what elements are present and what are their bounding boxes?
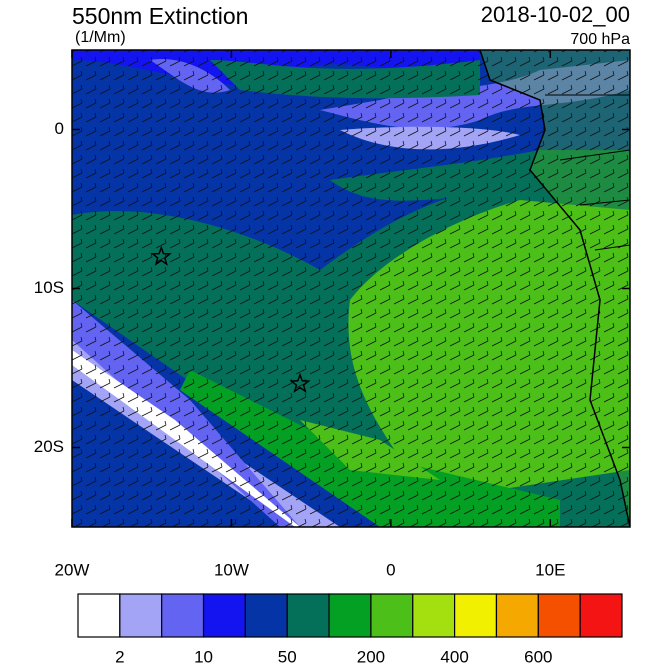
colorbar-box (454, 593, 498, 638)
colorbar-box (370, 593, 414, 638)
colorbar-label: 600 (524, 647, 552, 666)
level: 700 hPa (570, 31, 630, 48)
colorbar-box (119, 593, 163, 638)
colorbar-label: 400 (440, 647, 468, 666)
colorbar-box (286, 593, 330, 638)
colorbar-box (244, 593, 288, 638)
y-tick-label: 10S (34, 278, 64, 297)
map-field (72, 50, 630, 527)
units: (1/Mm) (75, 29, 126, 46)
x-tick-label: 20W (55, 560, 90, 579)
site-marker (289, 372, 311, 393)
colorbar-label: 2 (115, 647, 124, 666)
colorbar-box (77, 593, 121, 638)
colorbar-box (495, 593, 539, 638)
colorbar-box (537, 593, 581, 638)
date: 2018-10-02_00 (481, 2, 630, 27)
site-marker (150, 245, 172, 266)
colorbar-label: 200 (357, 647, 385, 666)
colorbar-label: 50 (278, 647, 297, 666)
x-tick-label: 10E (535, 560, 565, 579)
y-tick-label: 20S (34, 437, 64, 456)
colorbar-box (328, 593, 372, 638)
y-tick-label: 0 (55, 119, 64, 138)
colorbar-box (579, 593, 623, 638)
x-tick-label: 0 (386, 560, 395, 579)
colorbar-label: 10 (194, 647, 213, 666)
title: 550nm Extinction (72, 3, 248, 29)
colorbar-box (202, 593, 246, 638)
colorbar-box (161, 593, 205, 638)
colorbar-box (412, 593, 456, 638)
x-tick-label: 10W (214, 560, 249, 579)
